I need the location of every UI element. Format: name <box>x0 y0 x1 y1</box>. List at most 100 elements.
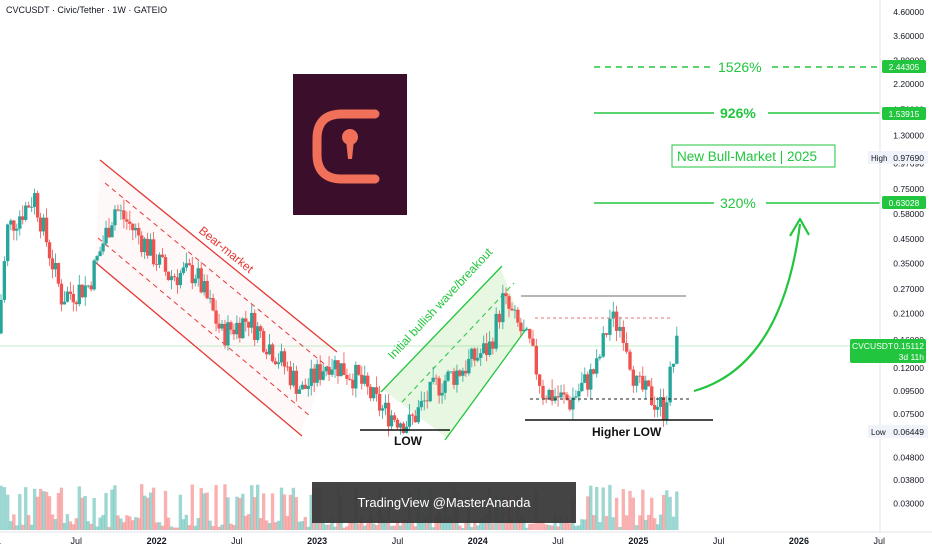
candle-body <box>398 423 403 428</box>
candle-body <box>41 217 46 232</box>
candle-body <box>187 263 191 266</box>
volume-bar <box>244 515 248 530</box>
volume-bar <box>294 497 299 530</box>
volume-bar <box>658 514 663 530</box>
breakout-channel-bottom <box>444 327 528 441</box>
volume-bar <box>208 520 212 530</box>
volume-bar <box>644 519 648 530</box>
candle-body <box>285 366 290 368</box>
time-tick-label: 2022 <box>147 536 167 546</box>
time-tick-label: Jul <box>873 536 885 546</box>
candle-body <box>556 396 560 398</box>
badge-926 <box>882 107 926 120</box>
volume-bar <box>65 514 70 530</box>
volume-bar <box>661 494 666 530</box>
candle-body <box>327 366 331 375</box>
price-tick-label: 3.60000 <box>893 31 924 41</box>
volume-bar <box>449 519 453 530</box>
volume-bar <box>510 517 514 530</box>
time-tick-label: 21 <box>0 536 1 546</box>
volume-bar <box>470 527 474 530</box>
time-axis[interactable]: 21 Jul 2022 Jul 2023 Jul 2024 Jul 2025 Jul 2026 Jul <box>0 531 932 546</box>
candle-body <box>473 348 477 361</box>
volume-bar <box>276 520 281 530</box>
candle-body <box>565 394 569 400</box>
candle-body <box>452 371 456 385</box>
candle-body <box>589 369 593 390</box>
volume-bar <box>151 487 156 530</box>
time-tick-label: 2025 <box>628 536 648 546</box>
current-price-badge <box>850 339 926 363</box>
candle-body <box>434 377 438 379</box>
volume-bar <box>6 494 10 530</box>
volume-bar <box>282 494 287 530</box>
candle-body <box>455 370 459 385</box>
candle-body <box>62 301 67 305</box>
candle-body <box>12 220 16 231</box>
volume-bar <box>229 523 233 530</box>
volume-bar <box>44 491 49 530</box>
volume-bar <box>214 485 218 530</box>
candle-body <box>116 209 120 211</box>
candle-body <box>425 400 429 402</box>
price-tick-label: 0.45000 <box>893 234 924 244</box>
volume-bar <box>306 526 310 530</box>
volume-bar <box>15 525 19 530</box>
volume-bar <box>537 521 542 530</box>
candle-body <box>407 414 412 427</box>
candle-body <box>665 402 669 420</box>
target-1526-label: 1526% <box>718 59 762 75</box>
candle-body <box>38 217 43 232</box>
time-tick-label: Jul <box>713 536 725 546</box>
time-tick-label: Jul <box>71 536 83 546</box>
price-tick-label: 0.58000 <box>893 209 924 219</box>
price-tick-label: 0.03800 <box>893 475 924 485</box>
candle-body <box>77 284 81 305</box>
volume-bar <box>163 490 168 530</box>
volume-bar <box>154 522 159 530</box>
volume-bar <box>589 485 593 530</box>
candle-body <box>300 384 304 390</box>
volume-bar <box>267 523 272 530</box>
candle-body <box>661 397 666 420</box>
volume-bar <box>425 518 429 530</box>
volume-bar <box>247 514 251 530</box>
candle-body <box>258 326 263 332</box>
candle-body <box>297 389 302 394</box>
volume-bar <box>297 521 302 530</box>
candle-body <box>586 374 590 390</box>
price-tick-label: 0.21000 <box>893 308 924 318</box>
candle-body <box>6 224 10 262</box>
candle-body <box>644 380 648 390</box>
volume-bar <box>110 489 114 530</box>
candle-body <box>392 415 397 420</box>
candle-body <box>98 251 102 257</box>
low-badge-label: Low <box>871 428 886 437</box>
volume-bar <box>134 517 138 530</box>
volume-bar <box>357 523 361 530</box>
volume-bar <box>374 525 379 530</box>
volume-bar <box>300 521 304 530</box>
candle-body <box>163 257 168 272</box>
volume-bar <box>440 516 444 530</box>
candle-body <box>202 280 206 293</box>
candle-body <box>253 312 257 340</box>
volume-bar <box>675 491 679 530</box>
volume-bar <box>250 485 254 530</box>
candle-body <box>89 285 93 290</box>
bull-market-label: New Bull-Market | 2025 <box>677 149 817 164</box>
volume-bar <box>389 525 394 530</box>
price-tick-label: 1.30000 <box>893 130 924 140</box>
candle-body <box>74 302 78 305</box>
price-axis[interactable]: 4.600003.600002.800002.200001.700001.300… <box>850 0 928 532</box>
price-tick-label: 4.60000 <box>893 7 924 17</box>
volume-bar <box>348 521 352 530</box>
candle-body <box>80 284 84 298</box>
candle-body <box>92 260 96 290</box>
candle-body <box>333 360 337 370</box>
volume-bar <box>86 521 90 530</box>
candle-body <box>656 406 660 410</box>
candle-body <box>101 243 105 252</box>
candle-body <box>56 263 61 284</box>
